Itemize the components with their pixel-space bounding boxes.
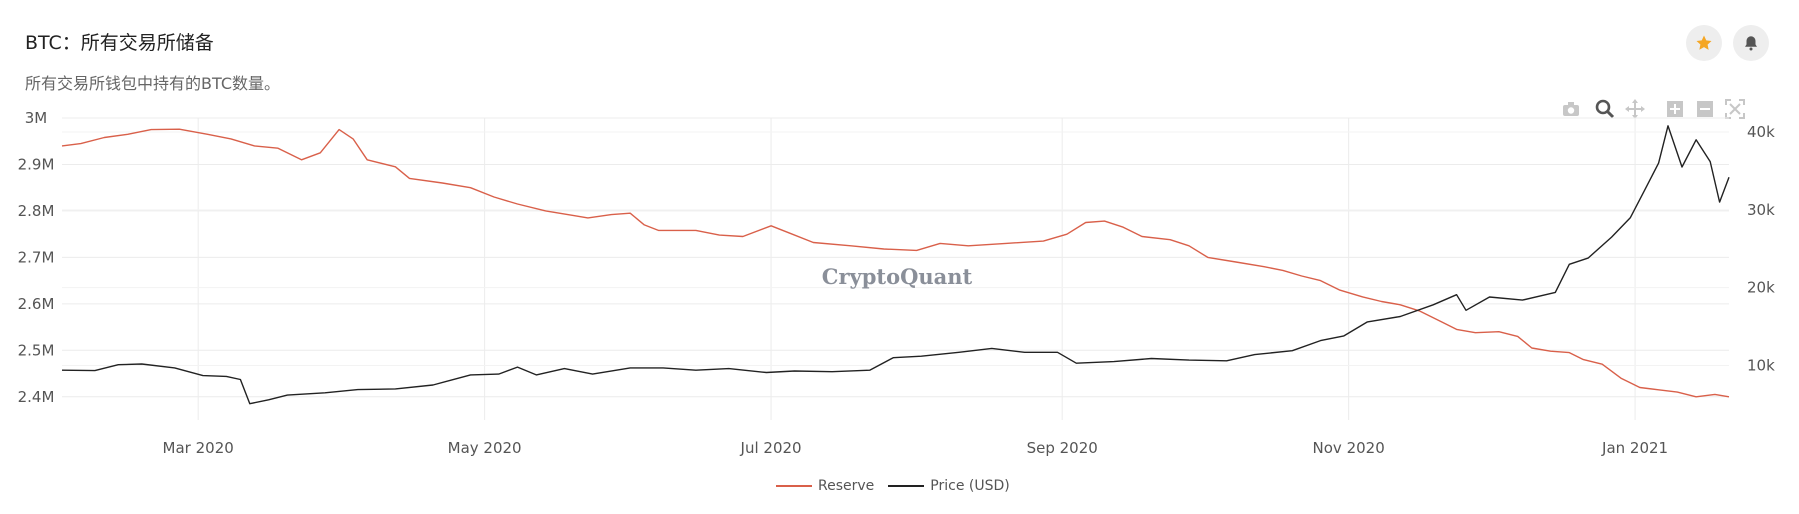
y-left-tick-label: 2.5M (18, 341, 55, 359)
page-subtitle: 所有交易所钱包中持有的BTC数量。 (25, 74, 280, 93)
legend-label-price: Price (USD) (930, 478, 1010, 494)
pan-icon[interactable] (1624, 98, 1646, 120)
x-tick-label: Sep 2020 (1027, 439, 1098, 457)
y-left-tick-label: 2.9M (18, 155, 55, 173)
x-tick-label: May 2020 (448, 439, 522, 457)
page-title: BTC：所有交易所储备 (25, 32, 214, 54)
chart-legend: Reserve Price (USD) (776, 478, 1010, 494)
reserve-series-line (61, 128, 1730, 398)
y-left-tick-label: 3M (25, 109, 48, 127)
zoom-out-icon[interactable] (1694, 98, 1716, 120)
alert-button[interactable] (1733, 25, 1769, 61)
y-left-tick-label: 2.7M (18, 248, 55, 266)
watermark-logo: CryptoQuant (822, 264, 973, 289)
zoom-icon[interactable] (1594, 98, 1616, 120)
chart-toolbar (1560, 98, 1750, 120)
legend-swatch-reserve (776, 485, 812, 487)
legend-item-reserve[interactable]: Reserve (776, 478, 874, 494)
bell-icon (1745, 36, 1757, 51)
y-right-tick-label: 30k (1747, 201, 1775, 219)
y-right-tick-label: 20k (1747, 279, 1775, 297)
y-left-tick-label: 2.6M (18, 295, 55, 313)
y-left-tick-label: 2.8M (18, 202, 55, 220)
y-left-tick-label: 2.4M (18, 388, 55, 406)
camera-icon[interactable] (1560, 98, 1582, 120)
star-icon (1696, 35, 1712, 50)
zoom-in-icon[interactable] (1664, 98, 1686, 120)
x-tick-label: Jan 2021 (1601, 439, 1668, 457)
autoscale-icon[interactable] (1724, 98, 1746, 120)
legend-label-reserve: Reserve (818, 478, 875, 494)
x-tick-label: Jul 2020 (740, 439, 802, 457)
legend-swatch-price (888, 485, 925, 487)
price-series-line (61, 125, 1730, 405)
legend-item-price[interactable]: Price (USD) (888, 478, 1010, 494)
y-right-tick-label: 40k (1747, 123, 1775, 141)
y-right-tick-label: 10k (1747, 357, 1775, 375)
x-tick-label: Nov 2020 (1313, 439, 1385, 457)
favorite-button[interactable] (1686, 25, 1722, 61)
x-tick-label: Mar 2020 (163, 439, 234, 457)
